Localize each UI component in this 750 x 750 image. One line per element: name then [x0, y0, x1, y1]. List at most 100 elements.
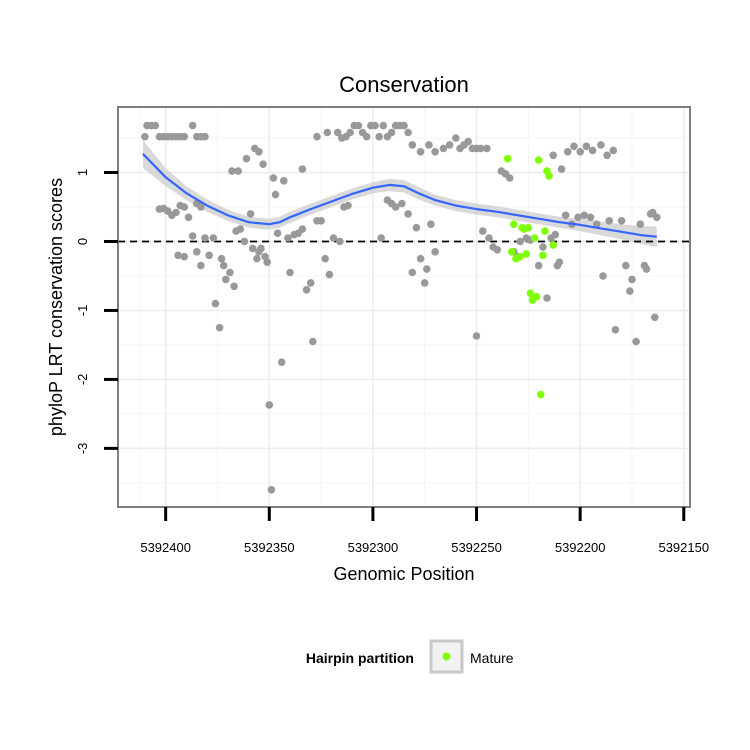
data-point: [280, 177, 288, 185]
data-point: [622, 261, 630, 270]
y-tick-label: -1: [75, 305, 90, 317]
data-point: [271, 190, 280, 199]
legend: Hairpin partition Mature: [306, 639, 514, 674]
data-point-mature: [508, 248, 516, 256]
data-point: [255, 148, 263, 156]
data-point: [431, 248, 439, 256]
data-point: [234, 167, 242, 175]
data-point: [201, 132, 209, 141]
data-point: [201, 234, 209, 242]
data-point: [286, 268, 294, 277]
data-point: [642, 265, 651, 273]
data-point: [582, 142, 591, 151]
data-point: [574, 213, 582, 222]
data-point: [246, 210, 255, 218]
data-point: [439, 144, 448, 153]
data-point: [479, 227, 487, 235]
data-point: [226, 268, 234, 277]
data-point: [273, 229, 282, 237]
scatter-points: [141, 121, 661, 494]
data-point: [298, 165, 307, 173]
data-point: [230, 282, 238, 291]
data-point: [534, 261, 543, 270]
data-point: [609, 146, 618, 155]
data-point: [555, 258, 564, 267]
chart-title: Conservation: [339, 72, 469, 97]
data-point-mature: [530, 234, 539, 242]
data-point: [141, 132, 149, 141]
legend-title: Hairpin partition: [306, 650, 414, 666]
x-tick-label: 5392300: [348, 540, 399, 555]
data-point: [485, 234, 493, 242]
data-point: [599, 272, 607, 280]
data-point: [197, 261, 205, 270]
data-point: [197, 203, 205, 211]
data-point: [464, 137, 473, 146]
data-point: [445, 141, 454, 149]
data-point: [228, 167, 236, 175]
data-point: [284, 234, 292, 242]
data-point: [586, 213, 595, 222]
data-point: [400, 121, 408, 130]
data-point: [174, 251, 182, 260]
data-point: [172, 208, 180, 217]
data-point: [516, 237, 524, 246]
data-point-mature: [524, 223, 533, 232]
y-tick-label: -3: [75, 443, 90, 455]
data-point: [493, 246, 502, 254]
data-point: [549, 151, 557, 160]
data-point: [636, 220, 645, 228]
data-point: [151, 121, 160, 130]
data-point: [217, 254, 226, 263]
data-point: [425, 141, 433, 149]
data-point-mature: [539, 251, 547, 260]
data-point: [248, 244, 257, 253]
data-point: [222, 275, 230, 284]
data-point: [371, 121, 379, 130]
data-point: [267, 486, 276, 494]
data-point: [651, 313, 659, 322]
plot-border: [117, 106, 691, 508]
data-point: [377, 234, 386, 242]
data-point: [483, 144, 491, 153]
data-point: [416, 148, 425, 156]
data-point: [180, 203, 189, 211]
y-tick-label: -2: [75, 374, 90, 386]
data-point: [626, 287, 634, 295]
data-point: [180, 252, 189, 261]
data-point: [317, 217, 325, 225]
data-point: [362, 132, 371, 141]
confidence-band: [142, 140, 657, 247]
data-point: [412, 223, 421, 232]
data-point: [452, 134, 460, 142]
data-point: [404, 210, 412, 218]
confidence-band-area: [142, 140, 657, 247]
data-point: [551, 230, 560, 239]
data-point: [653, 213, 661, 222]
y-axis: -3 -2 -1 0 1: [75, 169, 118, 454]
data-point: [423, 265, 431, 273]
data-point: [611, 326, 620, 334]
data-point-mature: [549, 241, 557, 249]
data-point-mature: [510, 220, 518, 228]
data-point: [325, 270, 334, 279]
data-point: [431, 148, 439, 156]
data-point-mature: [532, 292, 541, 301]
data-point: [309, 337, 317, 346]
data-point: [257, 244, 265, 253]
data-point: [236, 225, 245, 233]
data-point: [240, 237, 249, 246]
data-point-mature: [534, 156, 543, 164]
data-point: [193, 248, 201, 256]
data-point: [253, 254, 261, 263]
x-tick-label: 5392150: [658, 540, 709, 555]
data-point: [265, 401, 274, 409]
data-point: [588, 146, 597, 155]
data-point: [259, 160, 267, 168]
data-point: [420, 279, 429, 287]
data-point: [313, 132, 321, 141]
data-point: [344, 201, 352, 210]
data-point: [408, 268, 417, 277]
data-point: [398, 199, 406, 208]
